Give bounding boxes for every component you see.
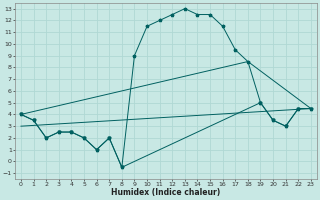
X-axis label: Humidex (Indice chaleur): Humidex (Indice chaleur): [111, 188, 220, 197]
